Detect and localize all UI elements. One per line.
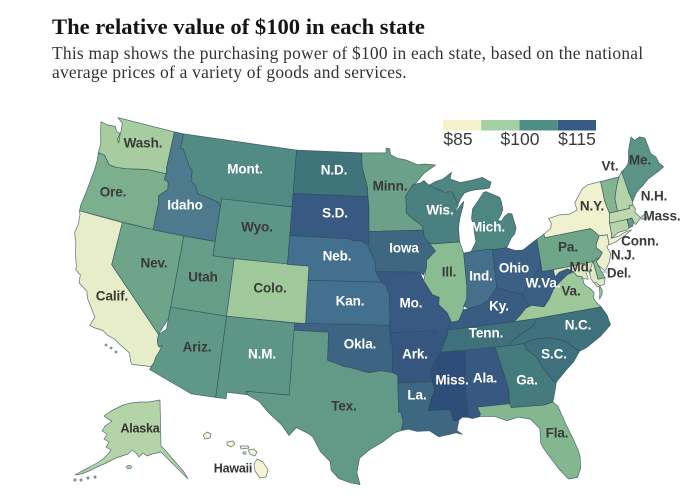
svg-text:La.: La. [407,388,426,403]
svg-text:Tex.: Tex. [331,399,357,414]
svg-text:Kan.: Kan. [336,294,365,309]
svg-text:Wash.: Wash. [124,136,163,151]
svg-text:Colo.: Colo. [253,281,286,296]
svg-text:Neb.: Neb. [323,249,352,264]
svg-text:Del.: Del. [607,266,631,281]
svg-text:Mass.: Mass. [643,209,680,224]
svg-text:Wis.: Wis. [426,203,453,218]
svg-text:Ark.: Ark. [402,347,428,362]
svg-text:Vt.: Vt. [602,159,619,174]
svg-text:Me.: Me. [629,153,651,168]
svg-text:Ariz.: Ariz. [183,340,212,355]
svg-text:Idaho: Idaho [167,198,203,213]
svg-text:$115: $115 [558,129,596,149]
svg-text:Fla.: Fla. [546,426,569,441]
svg-text:N.H.: N.H. [641,189,668,204]
svg-text:Mo.: Mo. [400,296,423,311]
svg-text:Hawaii: Hawaii [214,462,252,476]
svg-text:Ohio: Ohio [499,261,529,276]
svg-text:S.C.: S.C. [541,347,567,362]
svg-text:Iowa: Iowa [389,241,419,256]
svg-text:Ky.: Ky. [489,299,509,314]
svg-text:N.J.: N.J. [611,248,635,263]
svg-text:Tenn.: Tenn. [469,326,504,341]
svg-text:W.Va.: W.Va. [526,276,561,291]
svg-text:N.Y.: N.Y. [580,199,604,214]
svg-text:Miss.: Miss. [435,373,468,388]
svg-text:Okla.: Okla. [344,337,377,352]
svg-text:N.M.: N.M. [248,347,276,362]
svg-text:Wyo.: Wyo. [241,220,273,235]
svg-text:Ala.: Ala. [473,371,497,386]
svg-text:Md.: Md. [570,260,593,275]
svg-text:Alaska: Alaska [120,422,160,436]
svg-text:Ill.: Ill. [442,265,457,280]
svg-text:Ind.: Ind. [469,269,493,284]
svg-text:Ga.: Ga. [516,373,537,388]
svg-text:S.D.: S.D. [322,206,348,221]
svg-text:Ore.: Ore. [100,185,127,200]
svg-text:Calif.: Calif. [96,289,128,304]
svg-text:Pa.: Pa. [558,240,578,255]
svg-text:Mont.: Mont. [227,162,263,177]
svg-text:Utah: Utah [188,270,218,285]
svg-text:N.D.: N.D. [321,163,348,178]
svg-text:Conn.: Conn. [621,234,659,249]
svg-text:N.C.: N.C. [565,318,592,333]
svg-text:Minn.: Minn. [373,179,408,194]
svg-text:Mich.: Mich. [471,220,505,235]
svg-text:Nev.: Nev. [140,256,167,271]
svg-text:Va.: Va. [561,284,580,299]
svg-text:$100: $100 [501,129,540,149]
svg-text:$85: $85 [443,129,472,149]
